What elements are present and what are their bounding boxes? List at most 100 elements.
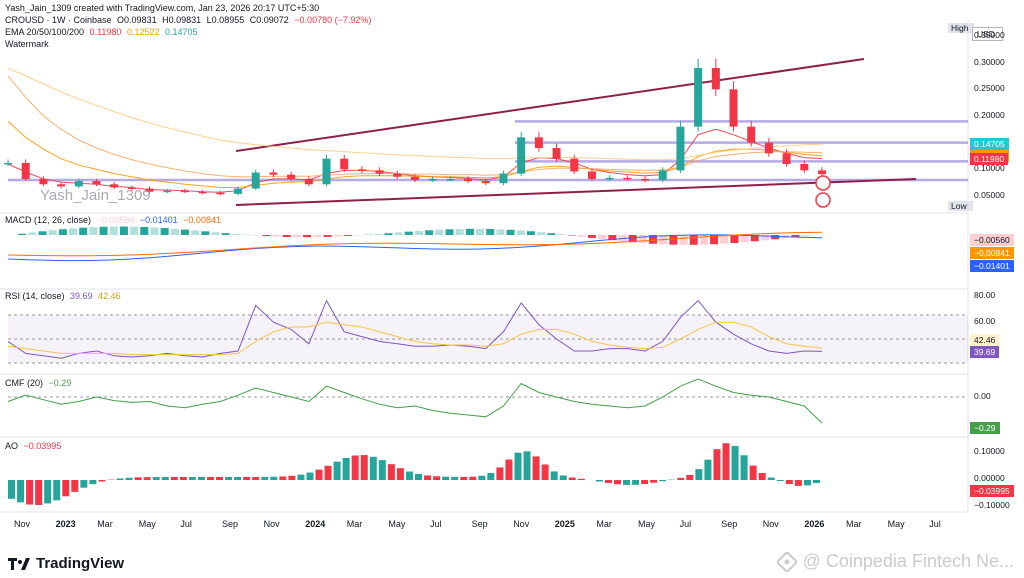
ema-label: EMA 20/50/100/200 — [5, 27, 85, 37]
ema-line-4 — [7, 67, 823, 161]
rsi-tick: 60.00 — [974, 316, 996, 326]
candle-body — [711, 68, 720, 90]
price-tick: 0.30000 — [974, 56, 1005, 67]
candle-body — [800, 164, 809, 171]
ema-legend[interactable]: EMA 20/50/100/200 0.11980 0.12522 0.1470… — [5, 27, 201, 37]
time-tick: May — [638, 519, 656, 529]
ohlc-close: C0.09072 — [249, 15, 289, 25]
ao-value: −0.03995 — [23, 441, 62, 451]
cmf-line — [7, 378, 823, 424]
time-tick: 2025 — [554, 519, 575, 529]
rsi-tag: 39.69 — [970, 346, 1000, 358]
candle-body — [782, 153, 791, 164]
candle-body — [499, 173, 508, 184]
event-icon — [815, 175, 831, 191]
ema-value-1: 0.11980 — [89, 27, 122, 37]
candle-body — [322, 158, 331, 185]
time-tick: May — [887, 519, 905, 529]
candle-body — [216, 192, 225, 195]
ao-tick: 0.00000 — [974, 473, 1005, 483]
watermark-label: Watermark — [5, 39, 49, 49]
price-tag: 0.14705 — [970, 138, 1009, 151]
time-tick: Sep — [721, 519, 738, 529]
coinpedia-logo-icon — [775, 550, 798, 573]
candle-body — [411, 176, 419, 180]
ohlc-low: L0.08955 — [206, 15, 245, 25]
rsi-value: 39.69 — [70, 291, 93, 301]
currency-button[interactable]: USD — [972, 27, 1003, 41]
created-by-line: Yash_Jain_1309 created with TradingView.… — [5, 3, 322, 13]
ema-value-2: 0.12522 — [126, 27, 160, 37]
candle-body — [446, 178, 455, 181]
candle-body — [587, 171, 596, 179]
candle-body — [428, 178, 437, 181]
ao-legend[interactable]: AO −0.03995 — [5, 441, 64, 451]
candle-body — [39, 178, 48, 185]
ohlc-change: −0.00780 (−7.92%) — [294, 15, 372, 25]
time-tick: May — [138, 519, 156, 529]
time-tick: Sep — [222, 519, 239, 529]
time-tick: Nov — [263, 519, 280, 529]
low-label: Low — [948, 201, 973, 211]
candle-body — [818, 170, 826, 175]
candle-body — [145, 188, 154, 192]
candle-body — [393, 173, 402, 177]
time-tick: 2024 — [305, 519, 326, 529]
symbol-title[interactable]: CROUSD · 1W · Coinbase — [5, 15, 112, 25]
candle-body — [764, 142, 773, 154]
candle-body — [357, 169, 366, 171]
watermark-text: Yash_Jain_1309 — [40, 187, 151, 204]
macd-title: MACD (12, 26, close) — [5, 215, 92, 225]
time-tick: Nov — [762, 519, 779, 529]
time-tick: May — [388, 519, 406, 529]
macd-signal-value: −0.00841 — [183, 215, 221, 225]
candle-body — [464, 178, 473, 182]
time-tick: Nov — [14, 519, 31, 529]
rsi-legend[interactable]: RSI (14, close) 39.69 42.46 — [5, 291, 124, 301]
macd-tag: −0.00560 — [970, 234, 1014, 246]
tradingview-brand[interactable]: TradingView — [8, 555, 124, 572]
ao-tag: −0.03995 — [970, 485, 1014, 497]
candle-body — [180, 190, 189, 193]
candle-body — [110, 184, 119, 188]
candle-body — [4, 162, 12, 165]
macd-line — [7, 234, 823, 262]
time-tick: 2023 — [55, 519, 76, 529]
rsi-ma-value: 42.46 — [98, 291, 121, 301]
price-tick: 0.20000 — [974, 110, 1005, 120]
coinpedia-credit: @ Coinpedia Fintech Ne... — [775, 550, 1014, 573]
macd-legend[interactable]: MACD (12, 26, close) −0.00560 −0.01401 −… — [5, 215, 224, 225]
time-tick: Mar — [596, 519, 612, 529]
candle-body — [74, 181, 83, 187]
ema-value-3: 0.14705 — [165, 27, 198, 37]
watermark-legend[interactable]: Watermark — [5, 39, 52, 49]
candle-body — [641, 178, 650, 181]
candle-body — [570, 158, 579, 172]
candle-body — [729, 89, 738, 127]
candle-body — [127, 187, 136, 189]
rsi-tag: 42.46 — [970, 334, 1000, 346]
rsi-tick: 80.00 — [974, 290, 996, 300]
price-tick: 0.35000 — [974, 30, 1005, 40]
candle-body — [340, 158, 349, 170]
time-tick: Jul — [430, 519, 442, 529]
candle-body — [623, 177, 632, 180]
candle-body — [481, 181, 490, 184]
time-tick: Jul — [679, 519, 692, 529]
candle-body — [287, 174, 296, 179]
candle-body — [605, 177, 614, 180]
flag-icon — [815, 192, 831, 208]
macd-histogram — [18, 226, 820, 245]
candle-body — [251, 172, 260, 189]
macd-tag: −0.01401 — [970, 260, 1014, 272]
cmf-legend[interactable]: CMF (20) −0.29 — [5, 378, 74, 388]
ao-tick: 0.10000 — [974, 446, 1005, 456]
candle-body — [517, 137, 526, 174]
price-tick: 0.25000 — [974, 83, 1005, 94]
time-tick: Mar — [846, 519, 862, 529]
cmf-title: CMF (20) — [5, 378, 43, 388]
time-tick: Jul — [929, 519, 941, 529]
candle-body — [269, 172, 278, 175]
created-by-text: Yash_Jain_1309 created with TradingView.… — [5, 3, 320, 13]
